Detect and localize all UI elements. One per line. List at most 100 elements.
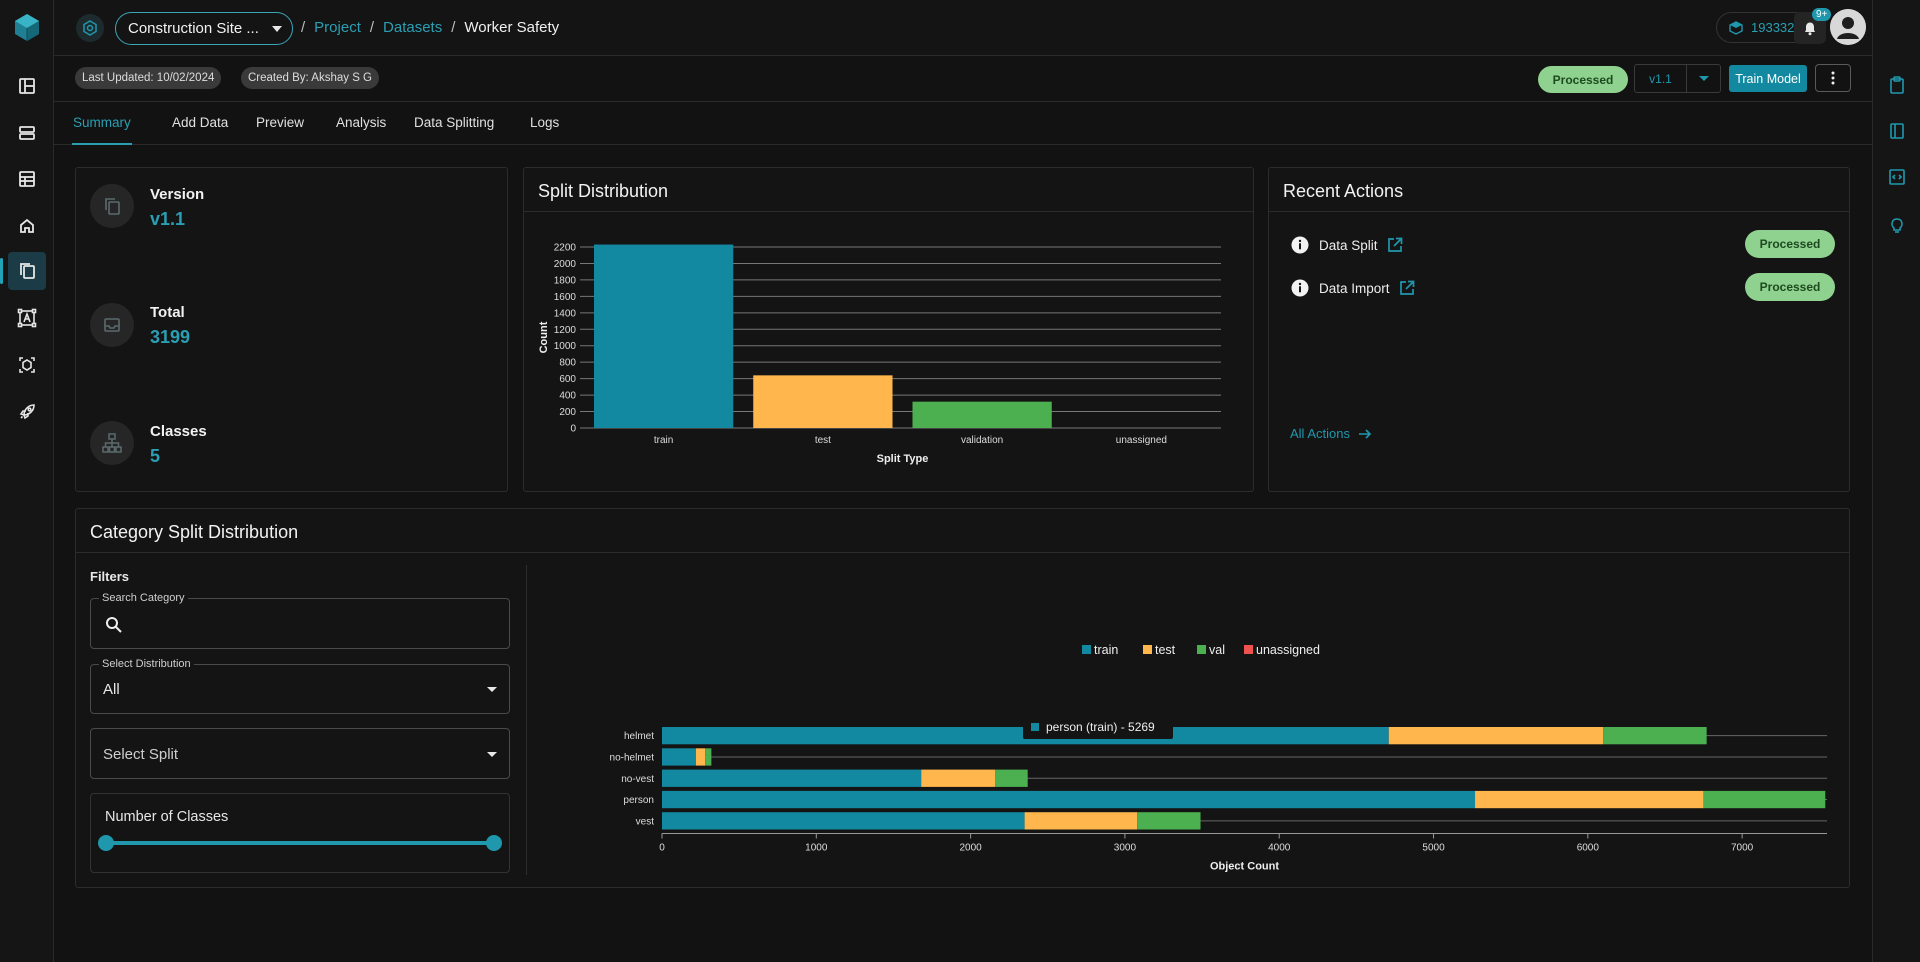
slider-min-thumb[interactable] bbox=[98, 835, 114, 851]
x-tick-label: 5000 bbox=[1422, 843, 1445, 854]
credits-badge[interactable]: 193332 bbox=[1716, 12, 1810, 43]
model-icon[interactable] bbox=[8, 346, 46, 384]
slider-max-thumb[interactable] bbox=[486, 835, 502, 851]
total-label: Total bbox=[150, 304, 185, 321]
y-tick-label: 1400 bbox=[554, 308, 577, 319]
x-tick-label: train bbox=[654, 435, 673, 446]
version-selector[interactable]: v1.1 bbox=[1634, 64, 1721, 93]
code-icon[interactable] bbox=[1887, 167, 1907, 187]
legend-swatch-unassigned bbox=[1244, 645, 1253, 654]
bar-vest-train bbox=[662, 812, 1025, 830]
x-tick-label: validation bbox=[961, 435, 1003, 446]
y-tick-label: 1000 bbox=[554, 341, 577, 352]
search-category-field[interactable]: Search Category bbox=[90, 592, 510, 649]
tooltip-swatch bbox=[1031, 723, 1039, 731]
field-label: Search Category bbox=[99, 592, 188, 604]
y-tick-label: 800 bbox=[559, 358, 576, 369]
clipboard-icon[interactable] bbox=[1887, 75, 1907, 95]
tooltip-text: person (train) - 5269 bbox=[1046, 720, 1155, 734]
x-tick-label: 2000 bbox=[959, 843, 982, 854]
recent-actions-card: Recent Actions Data Split Processed Data… bbox=[1268, 167, 1850, 492]
bar-person-val bbox=[1703, 790, 1826, 809]
y-tick-label: person bbox=[623, 795, 654, 806]
dashboard-icon[interactable] bbox=[8, 67, 46, 105]
legend-label-test: test bbox=[1155, 643, 1176, 657]
breadcrumb-project[interactable]: Project bbox=[314, 19, 361, 36]
filters-divider bbox=[526, 565, 527, 875]
x-tick-label: unassigned bbox=[1116, 435, 1167, 446]
tab-summary[interactable]: Summary bbox=[72, 115, 132, 145]
datasets-list-icon[interactable] bbox=[8, 160, 46, 198]
classes-value: 5 bbox=[150, 446, 161, 466]
more-options-icon[interactable] bbox=[1815, 64, 1851, 92]
version-value: v1.1 bbox=[150, 209, 186, 229]
tab-data-splitting[interactable]: Data Splitting bbox=[414, 115, 495, 130]
bar-person-test bbox=[1475, 790, 1704, 809]
bar-vest-test bbox=[1024, 812, 1138, 830]
number-of-classes-slider: Number of Classes bbox=[90, 793, 510, 873]
legend-swatch-val bbox=[1197, 645, 1206, 654]
split-placeholder: Select Split bbox=[103, 746, 179, 763]
distribution-value: All bbox=[103, 681, 120, 698]
y-tick-label: 2200 bbox=[554, 243, 577, 254]
breadcrumb-current: Worker Safety bbox=[464, 19, 560, 36]
tooltip-box bbox=[1023, 715, 1173, 739]
breadcrumb-datasets[interactable]: Datasets bbox=[383, 19, 443, 36]
avatar[interactable] bbox=[1830, 9, 1866, 45]
all-actions-label: All Actions bbox=[1290, 426, 1350, 441]
x-tick-label: test bbox=[815, 435, 831, 446]
project-icon bbox=[76, 14, 104, 42]
y-tick-label: 600 bbox=[559, 374, 576, 385]
home-icon[interactable] bbox=[8, 207, 46, 245]
action-item-data-import: Data Import Processed bbox=[1291, 273, 1835, 303]
tab-add-data[interactable]: Add Data bbox=[172, 115, 229, 130]
project-selector[interactable]: Construction Site ... bbox=[115, 12, 293, 45]
bar-no-vest-test bbox=[921, 769, 996, 787]
app-logo-icon[interactable] bbox=[12, 12, 42, 42]
action-label: Data Import bbox=[1319, 280, 1390, 296]
lightbulb-icon[interactable] bbox=[1887, 215, 1907, 235]
bar-vest-val bbox=[1137, 812, 1201, 830]
card-title: Category Split Distribution bbox=[90, 522, 299, 542]
split-select[interactable]: Select Split bbox=[90, 728, 510, 779]
chevron-down-icon[interactable] bbox=[1687, 65, 1720, 92]
bar-no-vest-val bbox=[995, 769, 1028, 787]
legend-swatch-train bbox=[1082, 645, 1091, 654]
all-actions-link[interactable]: All Actions bbox=[1290, 426, 1372, 441]
slider-track[interactable] bbox=[106, 841, 494, 845]
annotation-icon[interactable] bbox=[8, 299, 46, 337]
deploy-rocket-icon[interactable] bbox=[8, 393, 46, 431]
storage-icon[interactable] bbox=[8, 114, 46, 152]
inbox-icon bbox=[90, 303, 134, 347]
bar-validation bbox=[912, 401, 1052, 428]
datasets-nav-icon[interactable] bbox=[0, 252, 46, 290]
legend-swatch-test bbox=[1143, 645, 1152, 654]
y-tick-label: 200 bbox=[559, 407, 576, 418]
bar-helmet-val bbox=[1603, 727, 1707, 745]
x-tick-label: 0 bbox=[659, 843, 665, 854]
breadcrumb: / Project / Datasets / Worker Safety bbox=[301, 19, 560, 36]
distribution-select[interactable]: Select Distribution All bbox=[90, 658, 510, 714]
tab-preview[interactable]: Preview bbox=[256, 115, 305, 130]
external-link-icon[interactable] bbox=[1386, 236, 1404, 254]
chevron-down-icon bbox=[487, 687, 497, 692]
credits-value: 193332 bbox=[1751, 20, 1795, 35]
version-label: Version bbox=[150, 186, 205, 203]
tab-logs[interactable]: Logs bbox=[530, 115, 560, 130]
notebook-icon[interactable] bbox=[1887, 121, 1907, 141]
project-name: Construction Site ... bbox=[128, 20, 259, 37]
chart-tooltip: person (train) - 5269 bbox=[1023, 715, 1173, 739]
y-tick-label: vest bbox=[636, 816, 655, 827]
y-tick-label: 1800 bbox=[554, 275, 577, 286]
tab-analysis[interactable]: Analysis bbox=[336, 115, 387, 130]
right-rail bbox=[1872, 0, 1920, 962]
notifications-button[interactable]: 9+ bbox=[1794, 8, 1832, 44]
field-label: Select Distribution bbox=[99, 658, 194, 670]
legend-label-unassigned: unassigned bbox=[1256, 643, 1320, 657]
bar-train bbox=[594, 244, 734, 428]
left-sidebar bbox=[0, 0, 54, 962]
external-link-icon[interactable] bbox=[1398, 279, 1416, 297]
train-model-button[interactable]: Train Model bbox=[1729, 65, 1807, 92]
x-tick-label: 7000 bbox=[1731, 843, 1754, 854]
y-tick-label: 400 bbox=[559, 391, 576, 402]
